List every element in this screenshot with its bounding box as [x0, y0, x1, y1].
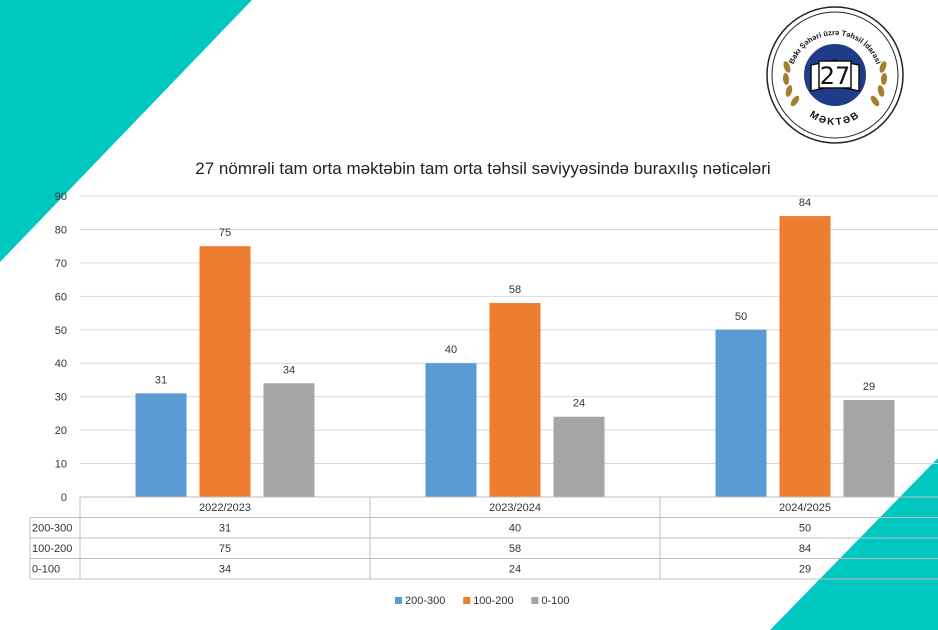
data-label: 58 [509, 284, 521, 296]
y-tick-label: 0 [61, 492, 67, 504]
data-label: 31 [155, 374, 167, 386]
data-label: 84 [799, 197, 811, 209]
table-header-cell: 2023/2024 [489, 502, 541, 514]
table-cell: 84 [799, 543, 811, 555]
table-cell: 34 [219, 564, 231, 576]
legend-label: 100-200 [473, 595, 513, 607]
y-tick-label: 50 [55, 325, 67, 337]
bar-100-200-2024/2025 [779, 216, 831, 498]
data-table: 2022/2023 2023/2024 2024/2025 200-300 31 40 50… [29, 496, 938, 580]
data-label: 50 [735, 311, 747, 323]
bar-200-300-2023/2024 [425, 363, 477, 497]
data-label: 29 [863, 381, 875, 393]
data-label: 40 [445, 344, 457, 356]
legend-swatch [531, 597, 539, 604]
table-cell: 75 [219, 543, 231, 555]
legend-swatch [395, 597, 402, 604]
logo-number: 27 [820, 62, 851, 90]
bars [135, 216, 895, 498]
bar-200-300-2022/2023 [135, 393, 187, 497]
data-label: 24 [573, 398, 585, 410]
laurel-right-icon [870, 61, 888, 107]
y-axis: 0 10 20 30 40 50 60 70 80 90 [55, 191, 67, 504]
y-tick-label: 10 [55, 459, 67, 471]
bar-100-200-2022/2023 [199, 246, 251, 497]
y-tick-label: 70 [55, 258, 67, 270]
data-labels: 31 75 34 40 58 24 50 84 29 [155, 197, 875, 410]
table-cell: 31 [219, 523, 231, 535]
table-cell: 24 [509, 564, 521, 576]
y-tick-label: 30 [55, 392, 67, 404]
bar-0-100-2023/2024 [553, 416, 605, 497]
bar-100-200-2023/2024 [489, 303, 541, 497]
bottom-right-teal-triangle [770, 458, 938, 630]
y-tick-label: 60 [55, 291, 67, 303]
bar-0-100-2024/2025 [843, 400, 895, 497]
table-row-label: 100-200 [32, 543, 72, 555]
legend-label: 200-300 [405, 595, 445, 607]
table-row-label: 200-300 [32, 523, 72, 535]
table-cell: 50 [799, 523, 811, 535]
legend-swatch [463, 597, 471, 604]
data-label: 34 [283, 364, 295, 376]
top-left-teal-triangle [0, 0, 252, 262]
chart-title: 27 nömrəli tam orta məktəbin tam orta tə… [195, 159, 770, 178]
table-header-cell: 2022/2023 [199, 502, 251, 514]
bar-0-100-2022/2023 [263, 383, 315, 497]
legend: 200-300 100-200 0-100 [395, 595, 570, 607]
y-tick-label: 80 [55, 224, 67, 236]
table-cell: 40 [509, 523, 521, 535]
laurel-left-icon [782, 61, 800, 107]
table-cell: 29 [799, 564, 811, 576]
school-logo: Bakı Şəhəri üzrə Təhsil İdarəsi 27 MƏKTƏ… [766, 6, 904, 144]
bar-200-300-2024/2025 [715, 329, 767, 497]
table-cell: 58 [509, 543, 521, 555]
y-tick-label: 40 [55, 358, 67, 370]
y-tick-label: 90 [55, 191, 67, 203]
legend-label: 0-100 [541, 595, 569, 607]
y-tick-label: 20 [55, 425, 67, 437]
table-row-label: 0-100 [32, 564, 60, 576]
data-label: 75 [219, 227, 231, 239]
table-header-cell: 2024/2025 [779, 502, 831, 514]
